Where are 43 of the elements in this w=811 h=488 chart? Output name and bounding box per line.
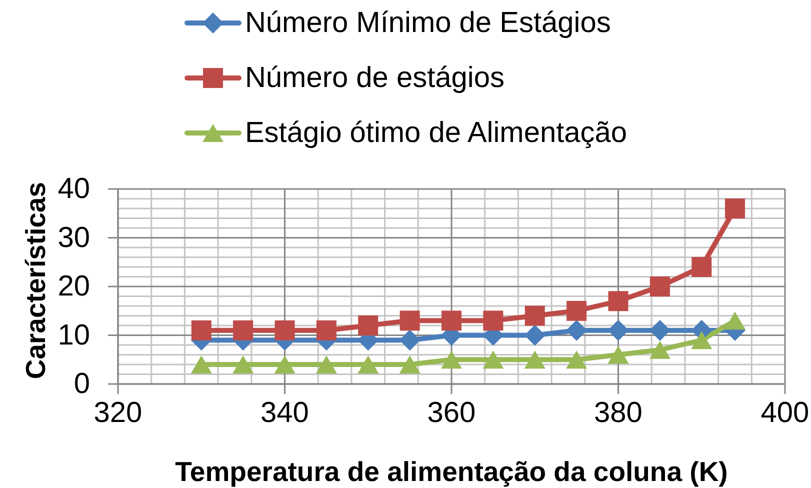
point: [274, 320, 295, 340]
y-tick-label: 40: [58, 173, 90, 205]
point: [441, 350, 462, 369]
y-tick-label: 10: [58, 319, 90, 352]
point: [566, 300, 587, 321]
x-tick-label: 400: [760, 396, 810, 429]
point: [724, 312, 746, 330]
point: [483, 310, 504, 331]
point: [399, 356, 420, 374]
point: [316, 320, 336, 340]
point: [649, 340, 670, 359]
x-tick-label: 320: [94, 396, 142, 429]
point: [358, 356, 379, 374]
point: [608, 291, 628, 312]
legend-label: Número de estágios: [244, 60, 504, 94]
point: [233, 320, 254, 340]
y-tick-label: 30: [58, 222, 90, 254]
point: [442, 310, 462, 331]
point: [524, 350, 546, 369]
y-tick-label: 20: [58, 270, 90, 302]
point: [608, 346, 629, 364]
x-tick-label: 380: [594, 396, 642, 429]
point: [692, 257, 712, 277]
point: [358, 316, 378, 336]
legend-label: Número Mínimo de Estágios: [244, 6, 611, 40]
point: [724, 198, 745, 218]
point: [232, 356, 254, 374]
y-axis-title: Características: [20, 182, 50, 380]
point: [482, 350, 504, 369]
x-tick-label: 340: [260, 396, 309, 429]
point: [566, 350, 588, 369]
point: [191, 320, 212, 340]
point: [190, 356, 212, 374]
x-axis-title: Temperatura de alimentação da coluna (K): [175, 456, 728, 486]
point: [400, 310, 420, 331]
legend-label: Estágio ótimo de Alimentação: [244, 116, 628, 150]
point: [691, 331, 712, 350]
point: [524, 306, 545, 326]
point: [316, 356, 337, 374]
y-tick-label: 0: [74, 368, 90, 400]
point: [274, 356, 296, 374]
x-tick-label: 360: [427, 396, 476, 429]
point: [650, 276, 670, 296]
